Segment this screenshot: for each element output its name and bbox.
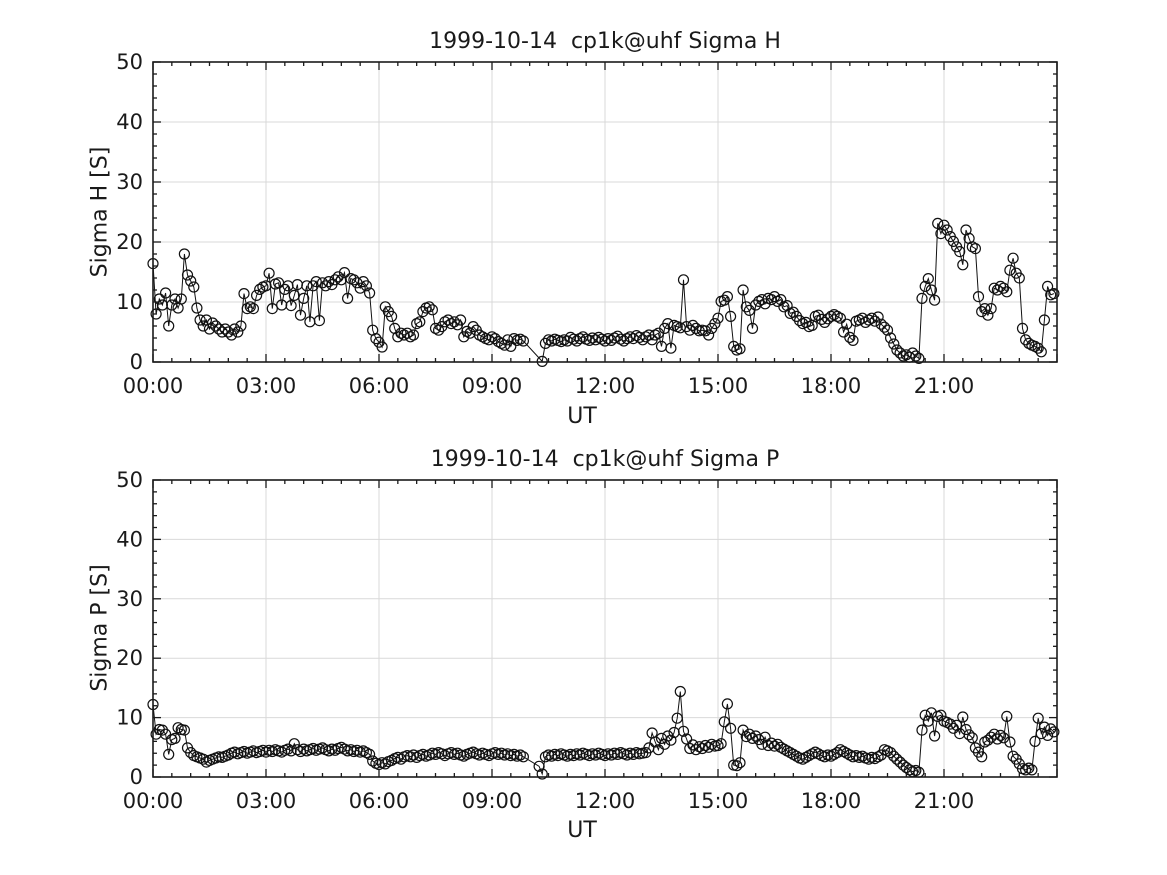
plot2-grid (153, 480, 1057, 777)
svg-text:18:00: 18:00 (801, 374, 862, 398)
plot1-title: 1999-10-14 cp1k@uhf Sigma H (429, 29, 781, 54)
svg-text:0: 0 (130, 350, 143, 374)
svg-text:12:00: 12:00 (575, 789, 636, 813)
plot1-data-markers (147, 217, 1060, 367)
svg-text:09:00: 09:00 (462, 789, 523, 813)
plot1-x-tick-labels: 00:00 03:00 06:00 09:00 12:00 15:00 18:00 21:00 (123, 374, 975, 398)
plot2-x-axis-label: UT (567, 818, 597, 843)
svg-text:06:00: 06:00 (349, 374, 410, 398)
plot2-x-tick-labels: 00:00 03:00 06:00 09:00 12:00 15:00 18:00 21:00 (123, 789, 975, 813)
plot1-spines (152, 61, 1058, 363)
plot2-y-tick-labels: 0 10 20 30 40 50 (116, 468, 143, 789)
svg-text:03:00: 03:00 (236, 789, 297, 813)
svg-text:03:00: 03:00 (236, 374, 297, 398)
svg-text:00:00: 00:00 (123, 789, 184, 813)
plot1-x-axis-label: UT (567, 404, 597, 429)
svg-text:50: 50 (116, 468, 143, 492)
plot2-data-markers (147, 685, 1060, 780)
svg-text:20: 20 (116, 646, 143, 670)
svg-text:18:00: 18:00 (801, 789, 862, 813)
svg-text:30: 30 (116, 170, 143, 194)
plot2-spines (152, 479, 1058, 778)
plot1-ticks (152, 61, 1058, 363)
svg-text:09:00: 09:00 (462, 374, 523, 398)
svg-text:10: 10 (116, 290, 143, 314)
svg-text:00:00: 00:00 (123, 374, 184, 398)
plot1-grid (153, 62, 1057, 362)
svg-text:15:00: 15:00 (688, 789, 749, 813)
plot1-data-line (152, 223, 1055, 363)
svg-text:21:00: 21:00 (914, 374, 975, 398)
svg-text:0: 0 (130, 765, 143, 789)
svg-text:06:00: 06:00 (349, 789, 410, 813)
svg-text:15:00: 15:00 (688, 374, 749, 398)
plot1-y-tick-labels: 0 10 20 30 40 50 (116, 50, 143, 374)
plot2-data-line (152, 691, 1055, 776)
svg-text:20: 20 (116, 230, 143, 254)
plot2-y-axis-label: Sigma P [S] (87, 564, 113, 692)
svg-text:21:00: 21:00 (914, 789, 975, 813)
svg-text:40: 40 (116, 110, 143, 134)
svg-text:40: 40 (116, 527, 143, 551)
plot2-title: 1999-10-14 cp1k@uhf Sigma P (430, 447, 780, 472)
svg-text:50: 50 (116, 50, 143, 74)
svg-text:30: 30 (116, 587, 143, 611)
plot1-y-axis-label: Sigma H [S] (87, 146, 113, 278)
svg-text:12:00: 12:00 (575, 374, 636, 398)
svg-text:10: 10 (116, 706, 143, 730)
